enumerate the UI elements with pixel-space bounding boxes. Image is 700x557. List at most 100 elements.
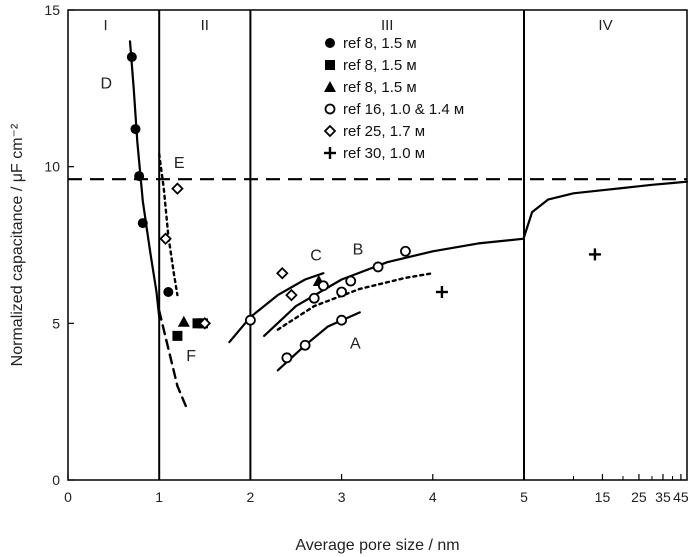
legend-marker-5-shape bbox=[323, 124, 337, 138]
x-tick-label: 35 bbox=[655, 489, 671, 505]
data-point-open-circle-1 bbox=[281, 352, 293, 364]
region-label-3: III bbox=[381, 17, 394, 34]
legend-entry-5: ref 25, 1.7 м bbox=[343, 123, 425, 140]
legend-marker-1-shape bbox=[325, 38, 335, 48]
x-tick-label: 2 bbox=[247, 489, 255, 505]
y-tick-label: 15 bbox=[44, 2, 60, 18]
data-point-filled-triangle-0-shape bbox=[177, 315, 190, 327]
data-point-filled-square-1-shape bbox=[192, 318, 203, 329]
x-tick-label: 45 bbox=[673, 489, 689, 505]
y-axis-title: Normalized capacitance / μF cm⁻² bbox=[9, 123, 26, 366]
data-point-open-circle-9 bbox=[400, 245, 411, 257]
data-point-open-circle-0-shape bbox=[244, 314, 256, 326]
data-point-filled-circle-1-shape bbox=[130, 124, 141, 135]
data-point-filled-circle-2 bbox=[134, 171, 145, 182]
data-point-open-diamond-4-shape bbox=[285, 288, 298, 302]
region-label-2: II bbox=[201, 17, 209, 34]
data-point-open-diamond-2 bbox=[198, 317, 212, 330]
plot-frame bbox=[67, 9, 688, 481]
data-point-open-diamond-1-shape bbox=[171, 182, 184, 195]
data-point-open-circle-4-shape bbox=[317, 280, 329, 292]
data-point-filled-circle-1 bbox=[130, 124, 141, 135]
data-point-filled-triangle-0 bbox=[177, 315, 190, 327]
data-point-filled-circle-2-shape bbox=[134, 171, 145, 182]
x-tick-label: 25 bbox=[631, 489, 647, 505]
legend-entry-6: ref 30, 1.0 м bbox=[343, 145, 425, 162]
curve-dotted-trend bbox=[276, 272, 434, 331]
legend-entry-3: ref 8, 1.5 м bbox=[343, 79, 417, 96]
data-point-open-circle-6 bbox=[345, 275, 357, 287]
data-point-open-circle-0 bbox=[244, 314, 256, 326]
data-point-open-diamond-4 bbox=[285, 288, 298, 302]
x-axis-title: Average pore size / nm bbox=[295, 537, 459, 554]
data-point-filled-circle-4 bbox=[163, 287, 174, 297]
y-tick-label: 5 bbox=[52, 315, 60, 331]
legend-marker-3 bbox=[324, 81, 336, 92]
data-point-open-circle-2-shape bbox=[299, 339, 311, 351]
curve-b bbox=[263, 237, 526, 337]
data-point-open-circle-9-shape bbox=[400, 245, 411, 257]
data-point-open-diamond-1 bbox=[171, 182, 184, 195]
legend-marker-3-shape bbox=[324, 81, 336, 92]
data-point-filled-circle-0-shape bbox=[126, 52, 137, 62]
legend-marker-4-shape bbox=[324, 103, 336, 115]
data-point-open-circle-5 bbox=[336, 286, 348, 298]
x-tick-label: 4 bbox=[429, 489, 437, 505]
data-point-open-diamond-0 bbox=[159, 232, 172, 246]
y-tick-label: 0 bbox=[52, 472, 60, 488]
y-tick-label: 10 bbox=[44, 159, 60, 175]
data-point-filled-circle-3 bbox=[137, 218, 148, 229]
x-tick-label: 1 bbox=[155, 489, 163, 505]
data-point-open-circle-7-shape bbox=[336, 314, 348, 326]
data-point-open-circle-2 bbox=[299, 339, 311, 351]
data-point-filled-circle-3-shape bbox=[137, 218, 148, 229]
legend-marker-2 bbox=[325, 60, 335, 70]
data-point-open-circle-4 bbox=[317, 280, 329, 292]
legend-entry-4: ref 16, 1.0 & 1.4 м bbox=[343, 101, 464, 118]
curve-label-C: C bbox=[310, 248, 322, 265]
legend-marker-6 bbox=[324, 147, 336, 159]
curve-e bbox=[158, 152, 179, 297]
legend-marker-5 bbox=[323, 124, 337, 138]
data-point-open-circle-8 bbox=[372, 261, 384, 273]
curve-label-A: A bbox=[350, 335, 361, 352]
data-point-open-circle-6-shape bbox=[345, 275, 357, 287]
data-point-open-diamond-0-shape bbox=[159, 232, 172, 246]
data-point-filled-square-0 bbox=[172, 330, 183, 341]
x-tick-label: 3 bbox=[338, 489, 346, 505]
x-tick-label: 0 bbox=[64, 489, 72, 505]
data-point-plus-1 bbox=[588, 248, 601, 261]
legend-entry-2: ref 8, 1.5 м bbox=[343, 57, 417, 74]
curve-label-D: D bbox=[101, 75, 113, 92]
data-point-open-circle-7 bbox=[336, 314, 348, 326]
region-label-4: IV bbox=[598, 17, 612, 34]
data-point-open-circle-8-shape bbox=[372, 261, 384, 273]
legend-marker-4 bbox=[324, 103, 336, 115]
region-label-1: I bbox=[104, 17, 108, 34]
data-point-open-circle-3-shape bbox=[308, 292, 320, 304]
legend-entry-1: ref 8, 1.5 м bbox=[343, 35, 417, 52]
curve-iv-curve bbox=[522, 180, 689, 239]
data-point-open-diamond-2-shape bbox=[198, 317, 212, 330]
data-point-open-circle-1-shape bbox=[281, 352, 293, 364]
data-point-filled-circle-0 bbox=[126, 52, 137, 62]
legend: ref 8, 1.5 м ref 8, 1.5 м ref 8, 1.5 м ref … bbox=[323, 35, 464, 162]
data-point-filled-square-1 bbox=[192, 318, 203, 329]
data-point-filled-square-0-shape bbox=[172, 330, 183, 341]
curve-label-E: E bbox=[174, 155, 185, 172]
data-point-filled-circle-4-shape bbox=[163, 287, 174, 297]
data-point-open-diamond-3-shape bbox=[276, 266, 289, 280]
curve-f bbox=[158, 309, 188, 410]
data-point-open-circle-3 bbox=[308, 292, 320, 304]
legend-marker-1 bbox=[325, 38, 335, 48]
curve-c bbox=[228, 272, 325, 344]
data-point-open-diamond-3 bbox=[276, 266, 289, 280]
legend-marker-2-shape bbox=[325, 60, 335, 70]
curve-label-F: F bbox=[186, 348, 196, 365]
data-point-open-circle-5-shape bbox=[336, 286, 348, 298]
data-point-plus-0 bbox=[435, 286, 448, 298]
x-tick-label: 5 bbox=[520, 489, 528, 505]
curve-d bbox=[128, 40, 161, 319]
